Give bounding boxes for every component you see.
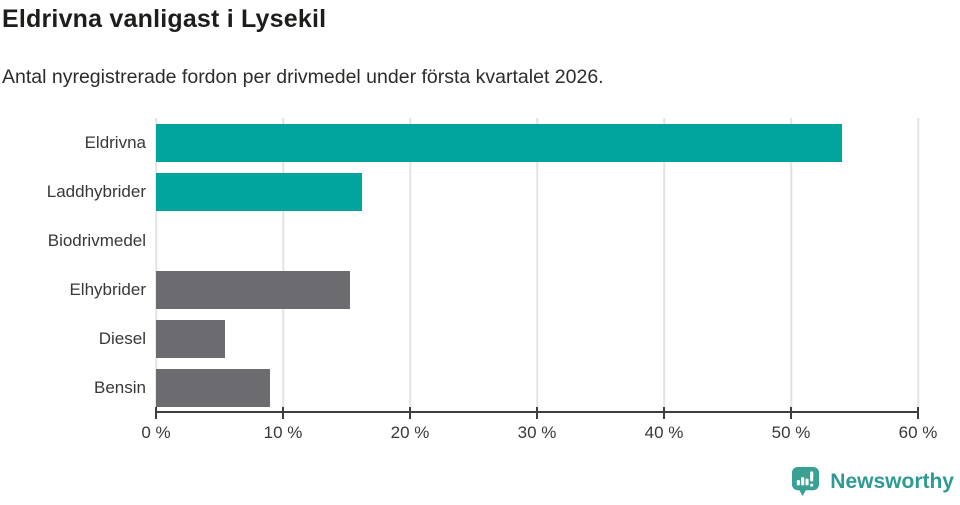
bar-chart-speech-bubble-icon <box>792 466 820 497</box>
x-tick-label: 60 % <box>898 423 938 442</box>
plot-area <box>155 118 919 419</box>
gridline <box>790 118 792 411</box>
x-tick-label: 10 % <box>263 423 303 442</box>
axis-tick <box>155 407 157 419</box>
bar-laddhybrider <box>156 172 362 211</box>
x-tick-label: 40 % <box>644 423 684 442</box>
category-label: Laddhybrider <box>46 181 146 201</box>
axis-tick <box>790 407 792 419</box>
gridline <box>663 118 665 411</box>
axis-tick <box>917 407 919 419</box>
value-axis: 0 % 10 % 20 % 30 % 40 % 50 % 60 % <box>141 423 937 447</box>
x-tick-label: 0 % <box>141 423 171 442</box>
category-label: Elhybrider <box>69 280 146 300</box>
newsworthy-logo: Newsworthy <box>790 465 954 498</box>
chart-subtitle: Antal nyregistrerade fordon per drivmede… <box>2 66 604 88</box>
newsworthy-brand-text: Newsworthy <box>830 469 954 493</box>
bar-eldrivna <box>156 123 842 162</box>
axis-tick <box>409 407 411 419</box>
category-label: Diesel <box>98 329 146 349</box>
category-axis: Eldrivna Laddhybrider Biodrivmedel Elhybrid… <box>0 118 146 413</box>
gridline <box>155 118 157 411</box>
x-tick-label: 50 % <box>771 423 811 442</box>
x-tick-label: 30 % <box>517 423 557 442</box>
category-label: Bensin <box>94 378 146 398</box>
bar-bensin <box>156 369 271 408</box>
gridline <box>409 118 411 411</box>
axis-tick <box>663 407 665 419</box>
category-label: Eldrivna <box>84 132 146 152</box>
gridline <box>917 118 919 411</box>
category-label: Biodrivmedel <box>47 230 146 250</box>
bar-diesel <box>156 320 225 359</box>
gridline <box>536 118 538 411</box>
bar-elhybrider <box>156 271 351 310</box>
x-tick-label: 20 % <box>390 423 430 442</box>
axis-tick <box>282 407 284 419</box>
gridline <box>282 118 284 411</box>
chart-title: Eldrivna vanligast i Lysekil <box>2 5 327 33</box>
axis-tick <box>536 407 538 419</box>
